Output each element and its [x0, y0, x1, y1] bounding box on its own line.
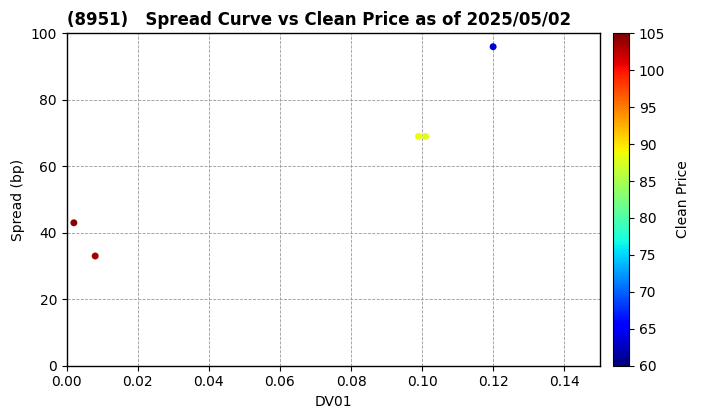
Point: [420, 133, 431, 140]
Text: (8951)   Spread Curve vs Clean Price as of 2025/05/02: (8951) Spread Curve vs Clean Price as of…: [67, 11, 571, 29]
Y-axis label: Clean Price: Clean Price: [676, 161, 690, 239]
Point: [487, 43, 499, 50]
Point: [89, 253, 101, 260]
Point: [68, 219, 80, 226]
Point: [413, 133, 424, 140]
X-axis label: DV01: DV01: [315, 395, 352, 409]
Y-axis label: Spread (bp): Spread (bp): [11, 158, 25, 241]
